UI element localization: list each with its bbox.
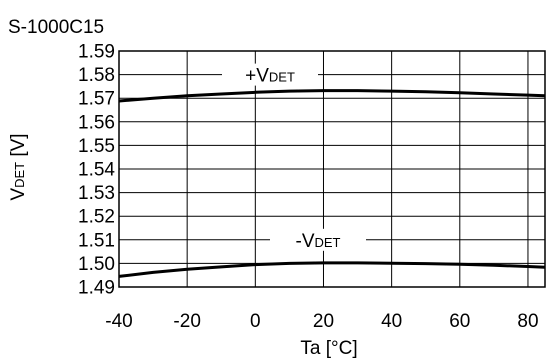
series-label: -VDET xyxy=(296,231,341,252)
y-tick-label: 1.50 xyxy=(78,254,115,275)
y-axis-label-unit: [V] xyxy=(8,133,29,162)
x-tick-label: 80 xyxy=(517,311,538,332)
series-label-bg xyxy=(270,228,366,251)
y-tick-label: 1.56 xyxy=(78,112,115,133)
plot-frame xyxy=(118,50,546,288)
series-line xyxy=(118,89,546,103)
x-tick-label: -20 xyxy=(173,311,200,332)
y-tick-label: 1.52 xyxy=(78,207,115,228)
x-axis-label: Ta [°C] xyxy=(300,338,357,359)
series-labels: +VDET-VDET xyxy=(222,63,366,252)
y-tick-labels: 1.591.58 1.571.56 1.55 1.541.53 1.521.51 1.50… xyxy=(78,42,115,299)
y-tick-label: 1.57 xyxy=(78,89,115,110)
x-tick-label: 40 xyxy=(381,311,402,332)
y-axis-label: VDET [V] xyxy=(8,133,29,200)
x-tick-label: -40 xyxy=(105,311,132,332)
series-label: +VDET xyxy=(245,66,295,87)
x-tick-labels: -40 -20 0 20 40 60 80 xyxy=(105,311,538,332)
y-tick-label: 1.49 xyxy=(78,278,115,299)
series-label-sub: DET xyxy=(269,70,295,85)
series-label-bg xyxy=(222,63,318,86)
y-axis-label-sub: DET xyxy=(12,162,27,188)
series-label-sub: DET xyxy=(315,235,341,250)
y-tick-label: 1.55 xyxy=(78,136,115,157)
series-lines xyxy=(118,89,546,278)
series-label-main: +V xyxy=(245,66,269,87)
y-axis-label-main: V xyxy=(8,188,29,201)
series-line xyxy=(118,261,546,278)
x-tick-label: 60 xyxy=(449,311,470,332)
svg-text:VDET [V]: VDET [V] xyxy=(8,133,29,200)
y-tick-label: 1.58 xyxy=(78,65,115,86)
chart-title: S-1000C15 xyxy=(8,17,104,38)
series-label-main: -V xyxy=(296,231,315,252)
y-tick-label: 1.51 xyxy=(78,230,115,251)
x-tick-label: 0 xyxy=(250,311,261,332)
y-tick-label: 1.53 xyxy=(78,183,115,204)
grid xyxy=(118,50,545,288)
y-tick-label: 1.54 xyxy=(78,160,115,181)
x-tick-label: 20 xyxy=(313,311,334,332)
y-tick-label: 1.59 xyxy=(78,42,115,63)
